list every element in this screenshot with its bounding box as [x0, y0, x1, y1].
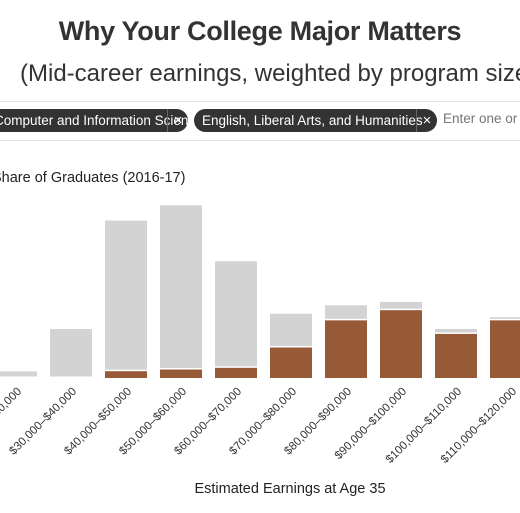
- major-chip-english: English, Liberal Arts, and Humanities ×: [194, 109, 437, 132]
- bar-segment-series-2[interactable]: [215, 261, 257, 367]
- bar-segment-series-1[interactable]: [490, 320, 520, 378]
- bar-segment-series-1[interactable]: [160, 369, 202, 378]
- bar-segment-series-1[interactable]: [380, 310, 422, 378]
- bar-segment-series-2[interactable]: [270, 313, 312, 346]
- bar-segment-series-2[interactable]: [0, 371, 37, 377]
- bar-segment-series-1[interactable]: [325, 320, 367, 378]
- remove-chip-icon[interactable]: ×: [167, 109, 188, 132]
- bar-segment-series-2[interactable]: [435, 329, 477, 333]
- major-search-input[interactable]: [443, 111, 520, 126]
- bar-segment-series-1[interactable]: [215, 367, 257, 378]
- y-axis-label: Share of Graduates (2016-17): [0, 170, 186, 186]
- chart-subtitle: (Mid-career earnings, weighted by progra…: [20, 60, 520, 87]
- major-filter-bar: Computer and Information Sciences × Engl…: [0, 101, 520, 141]
- bar-segment-series-2[interactable]: [490, 317, 520, 319]
- bar-segment-series-2[interactable]: [380, 301, 422, 309]
- bar-segment-series-2[interactable]: [50, 329, 92, 377]
- major-chip-computer-science: Computer and Information Sciences ×: [0, 109, 209, 132]
- remove-chip-icon[interactable]: ×: [416, 109, 437, 132]
- chart-title: Why Your College Major Matters: [58, 16, 462, 46]
- bar-segment-series-2[interactable]: [160, 205, 202, 369]
- bar-segment-series-1[interactable]: [270, 347, 312, 378]
- major-chip-label: Computer and Information Sciences: [0, 113, 210, 128]
- x-axis-label: Estimated Earnings at Age 35: [194, 481, 386, 497]
- major-chip-label: English, Liberal Arts, and Humanities: [202, 113, 423, 128]
- bar-segment-series-2[interactable]: [105, 220, 147, 370]
- bar-segment-series-1[interactable]: [105, 371, 147, 378]
- bar-segment-series-2[interactable]: [325, 305, 367, 319]
- bar-segment-series-1[interactable]: [435, 333, 477, 378]
